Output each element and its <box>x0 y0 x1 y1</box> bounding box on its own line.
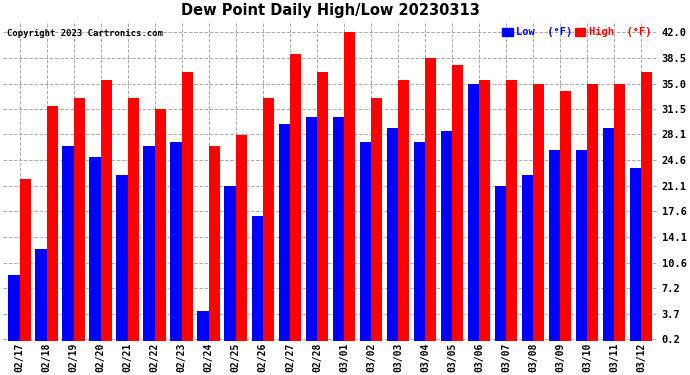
Bar <box>290 54 302 341</box>
Bar <box>506 80 518 341</box>
Bar <box>603 128 614 341</box>
Bar <box>575 150 587 341</box>
Bar <box>62 146 74 341</box>
Title: Dew Point Daily High/Low 20230313: Dew Point Daily High/Low 20230313 <box>181 3 480 18</box>
Bar <box>170 142 181 341</box>
Bar <box>155 109 166 341</box>
Bar <box>479 80 491 341</box>
Bar <box>495 186 506 341</box>
Bar <box>101 80 112 341</box>
Bar <box>630 168 641 341</box>
Bar <box>641 72 653 341</box>
Bar <box>181 72 193 341</box>
Bar <box>413 142 425 341</box>
Bar <box>263 98 274 341</box>
Bar <box>224 186 236 341</box>
Bar <box>587 84 598 341</box>
Bar <box>614 84 625 341</box>
Bar <box>35 249 47 341</box>
Bar <box>90 157 101 341</box>
Bar <box>197 311 209 341</box>
Bar <box>74 98 85 341</box>
Bar <box>533 84 544 341</box>
Bar <box>236 135 247 341</box>
Bar <box>144 146 155 341</box>
Bar <box>317 72 328 341</box>
Text: Copyright 2023 Cartronics.com: Copyright 2023 Cartronics.com <box>7 29 163 38</box>
Bar <box>333 117 344 341</box>
Bar <box>8 274 20 341</box>
Bar <box>306 117 317 341</box>
Bar <box>468 84 479 341</box>
Bar <box>522 176 533 341</box>
Bar <box>425 58 436 341</box>
Bar <box>371 98 382 341</box>
Bar <box>452 65 464 341</box>
Bar <box>386 128 398 341</box>
Bar <box>549 150 560 341</box>
Bar <box>398 80 409 341</box>
Bar <box>560 91 571 341</box>
Bar <box>344 32 355 341</box>
Bar <box>128 98 139 341</box>
Legend: Low  (°F), High  (°F): Low (°F), High (°F) <box>501 26 652 38</box>
Bar <box>279 124 290 341</box>
Bar <box>441 131 452 341</box>
Bar <box>47 105 58 341</box>
Bar <box>252 216 263 341</box>
Bar <box>117 176 128 341</box>
Bar <box>209 146 220 341</box>
Bar <box>359 142 371 341</box>
Bar <box>20 179 31 341</box>
